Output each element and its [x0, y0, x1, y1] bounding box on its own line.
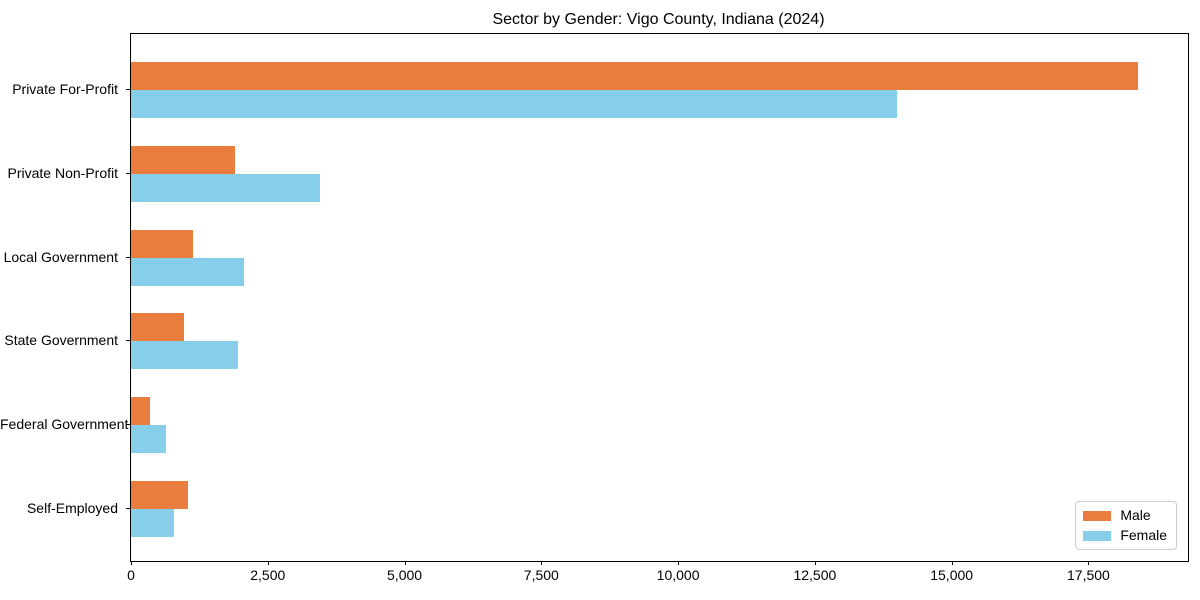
legend-label-male: Male — [1120, 507, 1151, 523]
category-label: State Government — [4, 332, 118, 349]
x-tick-label: 15,000 — [930, 567, 974, 583]
male-swatch-icon — [1083, 510, 1112, 521]
bar-male-4 — [131, 397, 150, 426]
category-label: Self-Employed — [26, 500, 118, 516]
y-axis-tick — [126, 340, 130, 342]
bar-male-0 — [131, 62, 1138, 90]
x-axis-tick — [541, 561, 543, 565]
x-tick-label: 2,500 — [250, 567, 286, 583]
plot-area — [130, 33, 1189, 562]
x-axis-tick — [814, 561, 816, 565]
bar-female-5 — [131, 509, 174, 537]
legend-entry-male: Male — [1083, 508, 1167, 523]
x-tick-label: 10,000 — [656, 567, 700, 583]
y-axis-tick — [126, 256, 130, 258]
legend-entry-female: Female — [1083, 528, 1167, 543]
x-axis-tick — [404, 561, 406, 565]
category-label: Private Non-Profit — [7, 164, 118, 181]
category-label: Private For-Profit — [12, 81, 118, 97]
bar-female-4 — [131, 425, 166, 454]
chart-title: Sector by Gender: Vigo County, Indiana (… — [492, 11, 825, 28]
x-axis-tick — [1088, 561, 1090, 565]
bar-male-1 — [131, 145, 235, 174]
y-axis-tick — [126, 172, 130, 174]
y-axis-tick — [126, 508, 130, 509]
female-swatch-icon — [1083, 530, 1112, 541]
legend: Male Female — [1075, 501, 1177, 550]
x-axis-tick — [678, 561, 680, 565]
bar-male-5 — [131, 481, 188, 509]
bar-male-2 — [131, 229, 193, 258]
legend-label-female: Female — [1120, 527, 1167, 543]
bar-female-2 — [131, 257, 244, 286]
bar-female-3 — [131, 341, 238, 370]
y-axis-tick — [126, 424, 130, 426]
bar-male-3 — [131, 313, 184, 342]
category-label: Local Government — [3, 248, 118, 265]
bar-female-1 — [131, 173, 320, 202]
x-axis-tick — [131, 561, 132, 565]
bar-female-0 — [131, 90, 897, 118]
y-axis-tick — [126, 89, 130, 90]
x-tick-label: 0 — [127, 567, 135, 583]
x-tick-label: 17,500 — [1067, 567, 1110, 583]
x-axis-tick — [267, 561, 269, 565]
x-tick-label: 7,500 — [523, 567, 559, 583]
category-label: Federal Government — [0, 416, 129, 433]
x-tick-label: 12,500 — [793, 567, 837, 583]
x-tick-label: 5,000 — [387, 567, 423, 583]
x-axis-tick — [951, 561, 953, 565]
